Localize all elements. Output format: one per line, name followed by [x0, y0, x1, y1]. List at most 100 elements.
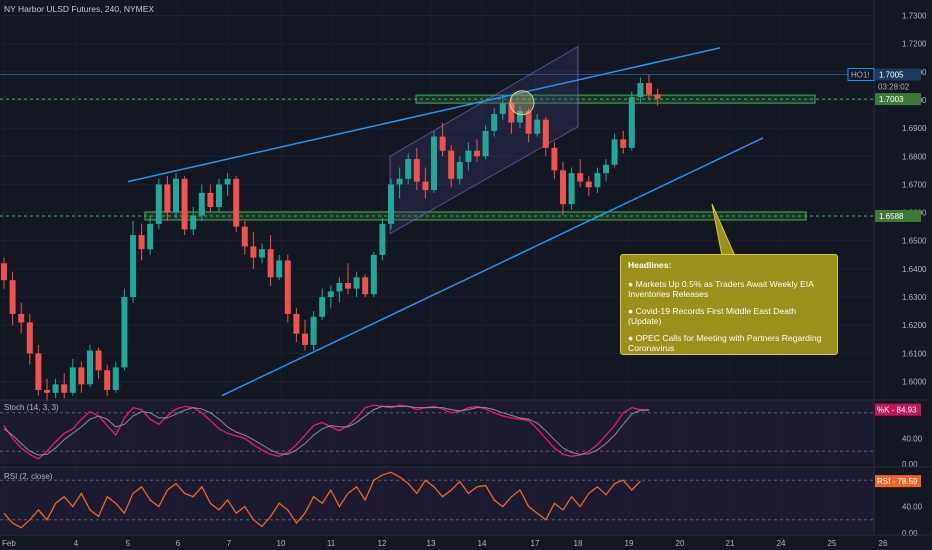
candle-body: [267, 249, 274, 278]
candle-body: [284, 260, 291, 314]
time-tick-label: 25: [828, 539, 837, 548]
time-tick-label: 10: [277, 539, 286, 548]
candle-body: [594, 173, 601, 188]
candle-body: [431, 136, 437, 191]
candle-body: [319, 297, 326, 317]
price-tick-label: 1.6400: [902, 265, 927, 274]
candle-body: [259, 249, 265, 258]
support-resistance-zones: [0, 74, 874, 221]
candle-body: [26, 322, 33, 354]
last-price-tag: 1.7005: [879, 71, 904, 80]
candle-body: [233, 178, 240, 227]
time-tick-label: Feb: [2, 539, 16, 548]
headline-item-1: ● Markets Up 0.5% as Traders Await Weekl…: [628, 279, 814, 299]
stoch-tick-label: 0.00: [902, 460, 918, 469]
indicator-panels: 40.00 0.00 40.00 0.00 %K - 84.93 RSI - 78.59: [0, 399, 932, 538]
rsi-value-tag-bg: [875, 475, 921, 488]
candle-body: [388, 184, 394, 224]
upper-zone-tag: 1.7003: [879, 95, 904, 104]
candle-body: [413, 159, 420, 182]
stoch-label: Stoch (14, 3, 3): [4, 403, 59, 412]
time-tick-label: 26: [879, 539, 888, 548]
candle-body: [52, 384, 59, 393]
grid: [0, 14, 874, 383]
lower-trendline: [221, 137, 764, 397]
stoch-line-main: [3, 404, 650, 460]
time-tick-label: 14: [478, 539, 487, 548]
lower-zone-tag-bg: [875, 209, 921, 222]
upper-trendline: [127, 47, 721, 183]
candle-body: [482, 130, 489, 157]
upper-zone-tag-bg: [875, 93, 921, 106]
candle-body: [61, 384, 68, 393]
candle-body: [474, 150, 480, 157]
price-tick-label: 1.6000: [902, 378, 927, 387]
rsi-line-main: [3, 471, 641, 529]
candle-body: [250, 246, 257, 258]
candle-body: [293, 313, 300, 334]
candle-body: [155, 184, 162, 224]
rsi-value-tag: RSI - 78.59: [877, 477, 918, 486]
candle-body: [405, 159, 412, 179]
candle-body: [35, 353, 42, 390]
candle-body: [44, 389, 50, 393]
time-tick-label: 6: [176, 539, 181, 548]
candle-body: [628, 97, 635, 148]
candle-body: [276, 260, 283, 278]
trendlines: [127, 47, 764, 397]
candle-body: [577, 173, 584, 182]
time-tick-label: 17: [531, 539, 540, 548]
candle-body: [241, 226, 248, 247]
candle-body: [336, 282, 343, 292]
time-tick-label: 13: [427, 539, 436, 548]
candle-body: [499, 102, 506, 115]
stoch-tick-label: 40.00: [902, 434, 923, 443]
candle-body: [87, 350, 93, 385]
price-tick-label: 1.6100: [902, 349, 927, 358]
price-tick-label: 1.6800: [902, 152, 927, 161]
price-tick-label: 1.6200: [902, 321, 927, 330]
headline-item-2: ● Covid-19 Records First Middle East Dea…: [628, 306, 797, 326]
candle-body: [396, 178, 403, 185]
symbol-tag: HO1!: [851, 71, 870, 80]
headline-item-3: ● OPEC Calls for Meeting with Partners R…: [628, 333, 822, 353]
candle-body: [560, 170, 566, 205]
price-axis: 1.73001.72001.71001.70001.69001.68001.67…: [847, 0, 927, 535]
stoch-bg: [0, 400, 874, 464]
candle-body: [18, 313, 25, 323]
candle-body: [646, 83, 652, 95]
candle-body: [181, 178, 188, 230]
rsi-tick-label: 0.00: [902, 529, 918, 538]
candle-body: [353, 277, 360, 289]
candle-body: [508, 102, 515, 123]
candle-body: [542, 119, 549, 148]
candle-body: [95, 350, 102, 371]
candle-body: [9, 280, 16, 314]
candle-body: [69, 367, 76, 393]
candle-body: [422, 181, 429, 191]
candle-body: [121, 297, 128, 368]
candle-body: [517, 111, 523, 123]
candle-body: [585, 181, 592, 188]
candle-body: [78, 367, 85, 385]
time-tick-label: 24: [777, 539, 786, 548]
rsi-label: RSI (2, close): [4, 472, 53, 481]
highlight-circle: [509, 90, 535, 116]
time-tick-label: 21: [726, 539, 735, 548]
candle-body: [147, 223, 154, 250]
headlines-callout: Headlines: ● Markets Up 0.5% as Traders …: [620, 254, 838, 355]
candle-body: [448, 150, 455, 179]
candle-body: [112, 367, 119, 390]
rsi-tick-label: 40.00: [902, 503, 923, 512]
price-tick-label: 1.6900: [902, 124, 927, 133]
symbol-tag-bg: [847, 68, 875, 82]
candle-body: [439, 136, 446, 151]
headlines-title: Headlines:: [628, 260, 672, 270]
candles: [1, 74, 661, 402]
candle-body: [551, 147, 558, 171]
candle-body: [654, 94, 661, 99]
candle-body: [525, 111, 532, 134]
candle-body: [362, 277, 369, 295]
